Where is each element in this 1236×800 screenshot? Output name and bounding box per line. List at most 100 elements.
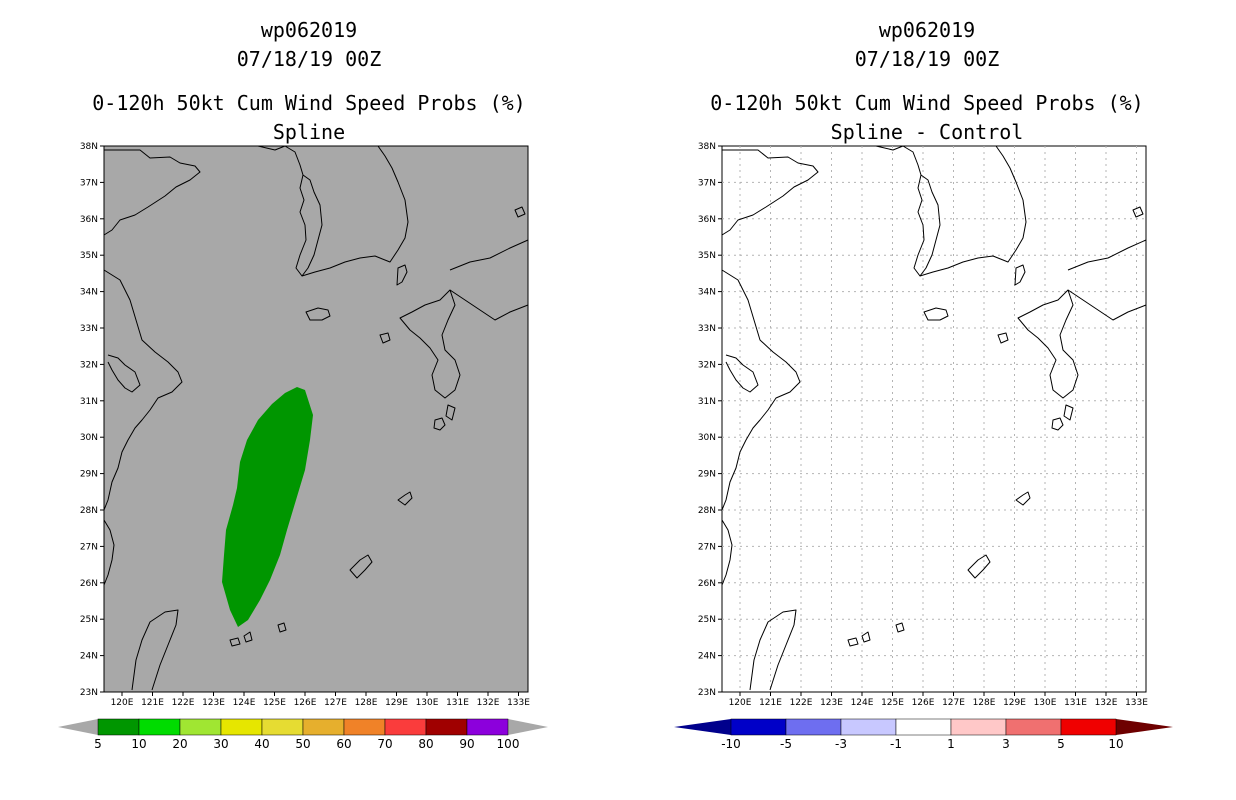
colorbar-end-low [58, 719, 98, 735]
lon-label: 132E [1095, 698, 1118, 708]
colorbar-label: 5 [1057, 737, 1065, 751]
coastline [1051, 417, 1064, 431]
coastline [449, 289, 529, 321]
colorbar-box [425, 718, 468, 736]
coastline [997, 332, 1009, 344]
colorbar-box [97, 718, 140, 736]
date-time: 07/18/19 00Z [236, 47, 382, 71]
lat-label: 37N [698, 178, 716, 188]
coastline [1063, 404, 1074, 421]
grid-lines [722, 146, 1146, 692]
coastline [721, 149, 819, 236]
colorbar-box [785, 718, 842, 736]
coastline [1132, 206, 1144, 218]
colorbar-label: -10 [721, 737, 741, 751]
coastline [103, 149, 201, 236]
colorbar-box [730, 718, 787, 736]
colorbar-label: 10 [1108, 737, 1123, 751]
lat-label: 34N [698, 288, 716, 298]
coastline [379, 332, 391, 344]
colorbar-box [840, 718, 897, 736]
colorbar-label: 40 [254, 737, 269, 751]
lat-label: 30N [698, 433, 716, 443]
lon-label: 129E [1003, 698, 1026, 708]
coastline [396, 264, 408, 286]
lat-label: 24N [698, 652, 716, 662]
colorbar-box [179, 718, 222, 736]
coastline [895, 622, 905, 633]
colorbar-label: 80 [418, 737, 433, 751]
coastlines [103, 145, 529, 691]
coastline [103, 519, 115, 586]
coastline [847, 637, 859, 647]
lon-label: 122E [790, 698, 813, 708]
colorbar-label: 50 [295, 737, 310, 751]
lon-label: 121E [141, 698, 164, 708]
lat-label: 32N [698, 360, 716, 370]
lat-label: 29N [698, 470, 716, 480]
colorbar-label: 90 [459, 737, 474, 751]
coastline [445, 404, 456, 421]
lat-label: 33N [80, 324, 98, 334]
lon-label: 128E [355, 698, 378, 708]
lat-label: 27N [698, 542, 716, 552]
lon-label: 129E [385, 698, 408, 708]
coastline [107, 354, 141, 393]
lon-label: 123E [820, 698, 843, 708]
lat-label: 36N [80, 215, 98, 225]
lon-ticks: 120E 121E 122E 123E 124E 125E 126E 127E 128E 129E… [111, 692, 530, 708]
colorbar-label: 30 [213, 737, 228, 751]
colorbar-box [343, 718, 386, 736]
lon-label: 124E [851, 698, 874, 708]
coastline [875, 145, 941, 277]
coastline [397, 491, 413, 506]
coastline [861, 631, 871, 643]
colorbar-end-high [508, 719, 548, 735]
lat-label: 32N [80, 360, 98, 370]
colorbar-label: 60 [336, 737, 351, 751]
coastline [277, 622, 287, 633]
coastline [433, 417, 446, 431]
lon-label: 133E [507, 698, 530, 708]
lon-ticks: 120E 121E 122E 123E 124E 125E 126E 127E 128E 129E… [729, 692, 1148, 708]
colorbar-box [261, 718, 304, 736]
colorbar-label: -1 [890, 737, 902, 751]
coastline [1017, 289, 1079, 399]
lat-label: 24N [80, 652, 98, 662]
colorbar-label: 1 [947, 737, 955, 751]
map-background [103, 145, 529, 693]
coastline [1067, 289, 1147, 321]
coastline [967, 554, 991, 579]
lon-label: 127E [942, 698, 965, 708]
lat-label: 28N [80, 506, 98, 516]
colorbar-label: -5 [780, 737, 792, 751]
right-map: 38N 37N 36N 35N 34N 33N 32N 31N 30N 29N 28N 27N 26N 2… [674, 142, 1173, 751]
coastline [301, 145, 409, 277]
colorbar: 5 10 20 30 40 50 60 70 80 90 100 [58, 718, 548, 751]
panel-subtitle: Spline [272, 120, 346, 144]
coastline [1014, 264, 1026, 286]
coastline [1015, 491, 1031, 506]
coastline [721, 269, 801, 511]
colorbar: -10 -5 -3 -1 1 3 5 10 [674, 718, 1173, 751]
right-panel: wp062019 07/18/19 00Z 0-120h 50kt Cum Wi… [618, 0, 1236, 800]
coastline [243, 631, 253, 643]
probability-area [222, 387, 313, 627]
lon-label: 125E [263, 698, 286, 708]
lon-label: 132E [477, 698, 500, 708]
coastline [229, 637, 241, 647]
lat-label: 35N [698, 251, 716, 261]
coastline [257, 145, 323, 277]
coastline [131, 609, 179, 691]
lon-label: 125E [881, 698, 904, 708]
coastlines [721, 145, 1147, 691]
storm-id: wp062019 [878, 18, 976, 42]
lon-label: 120E [111, 698, 134, 708]
lon-label: 133E [1125, 698, 1148, 708]
lat-label: 27N [80, 542, 98, 552]
colorbar-box [950, 718, 1007, 736]
coastline [725, 354, 759, 393]
lat-label: 35N [80, 251, 98, 261]
left-map: 38N 37N 36N 35N 34N 33N 32N 31N 30N 29N 28N 27N 26N 2… [58, 142, 548, 751]
lat-label: 26N [80, 579, 98, 589]
